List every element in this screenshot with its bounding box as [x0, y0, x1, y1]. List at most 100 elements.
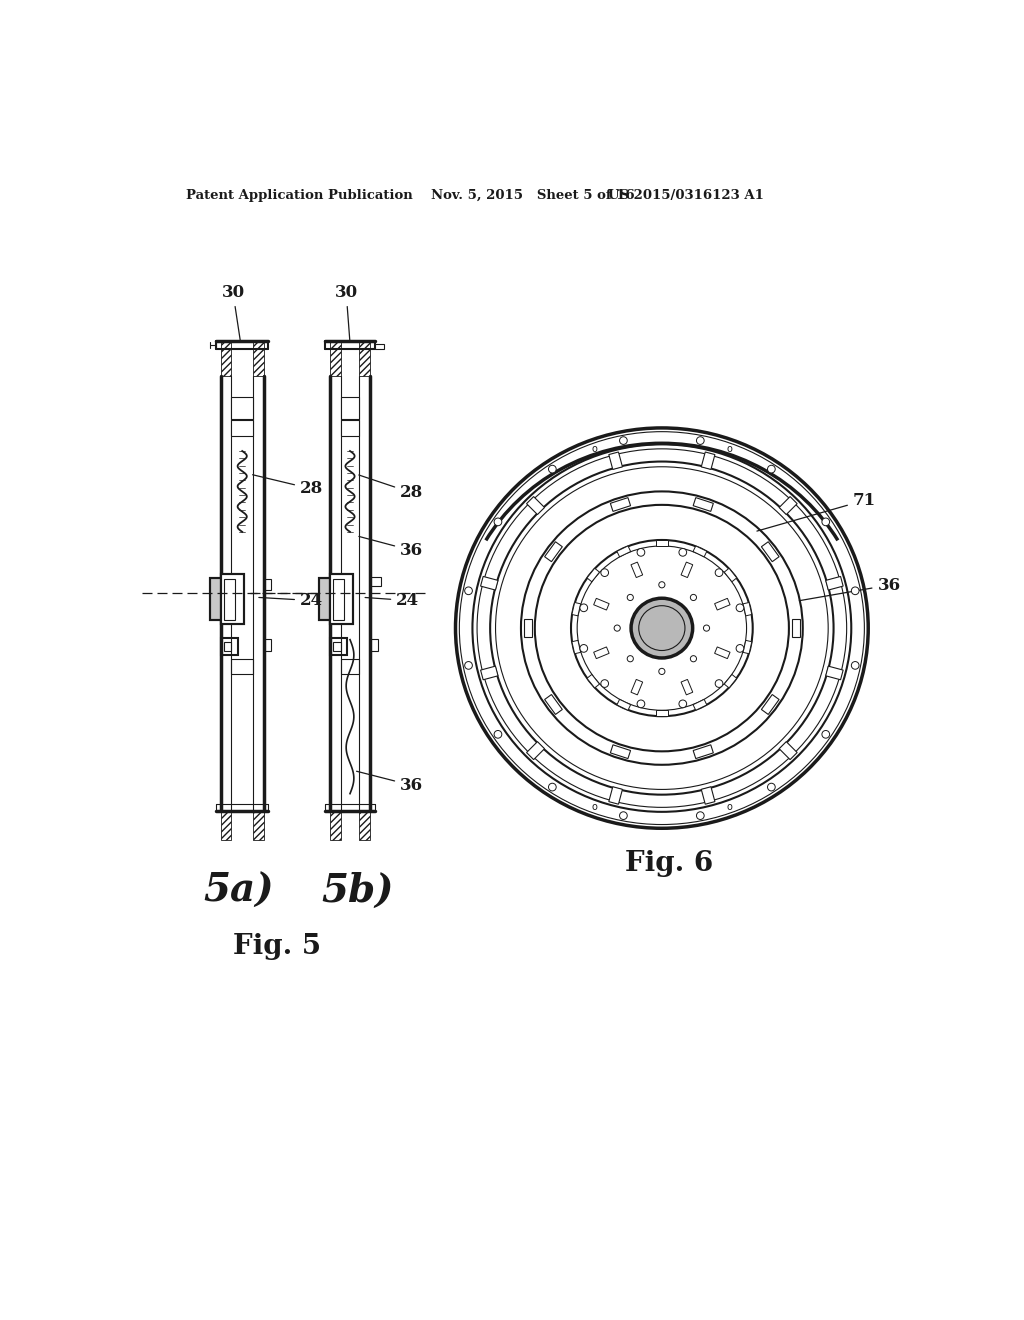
Text: 36: 36 — [800, 577, 900, 601]
Text: 71: 71 — [757, 492, 876, 531]
Ellipse shape — [690, 656, 696, 661]
Bar — [523, 619, 532, 638]
Bar — [330, 810, 341, 840]
Ellipse shape — [715, 569, 723, 577]
Text: o: o — [726, 444, 732, 454]
Ellipse shape — [690, 594, 696, 601]
Ellipse shape — [495, 517, 502, 525]
Bar — [587, 569, 599, 582]
Text: 24: 24 — [366, 591, 420, 609]
Bar — [330, 638, 347, 655]
Bar — [724, 569, 736, 582]
Text: o: o — [592, 803, 598, 812]
Bar — [330, 574, 353, 624]
Bar — [631, 680, 643, 694]
Ellipse shape — [465, 661, 472, 669]
Text: US 2015/0316123 A1: US 2015/0316123 A1 — [608, 189, 764, 202]
Bar — [610, 498, 631, 511]
Bar — [253, 810, 264, 840]
Ellipse shape — [620, 437, 628, 445]
Bar — [762, 541, 779, 562]
Bar — [220, 574, 244, 624]
Bar — [375, 345, 384, 348]
Bar — [779, 742, 797, 759]
Bar — [370, 639, 378, 651]
Bar — [594, 598, 609, 610]
Bar — [264, 579, 271, 590]
Bar — [341, 659, 359, 675]
Bar — [223, 642, 231, 651]
Ellipse shape — [851, 661, 859, 669]
Bar — [616, 700, 631, 710]
Bar — [701, 787, 715, 804]
Ellipse shape — [601, 569, 608, 577]
Bar — [693, 700, 707, 710]
Bar — [341, 397, 359, 418]
Bar — [825, 577, 843, 590]
Bar — [616, 546, 631, 557]
Bar — [545, 694, 562, 714]
Ellipse shape — [696, 437, 705, 445]
Text: o: o — [592, 444, 598, 454]
Text: 28: 28 — [358, 475, 423, 502]
Text: Fig. 6: Fig. 6 — [626, 850, 714, 878]
Bar — [231, 659, 253, 675]
Ellipse shape — [768, 783, 775, 791]
Ellipse shape — [495, 730, 502, 738]
Bar — [341, 420, 359, 436]
Bar — [693, 498, 714, 511]
Ellipse shape — [465, 587, 472, 594]
Text: Nov. 5, 2015   Sheet 5 of 16: Nov. 5, 2015 Sheet 5 of 16 — [431, 189, 635, 202]
Ellipse shape — [822, 730, 829, 738]
Ellipse shape — [580, 605, 588, 611]
Ellipse shape — [658, 582, 665, 587]
Text: o: o — [726, 803, 732, 812]
Bar — [220, 341, 231, 376]
Bar — [333, 642, 341, 651]
Bar — [333, 579, 344, 619]
Ellipse shape — [696, 812, 705, 820]
Ellipse shape — [768, 465, 775, 473]
Ellipse shape — [628, 594, 634, 601]
Ellipse shape — [614, 626, 621, 631]
Ellipse shape — [631, 598, 692, 657]
Bar — [743, 602, 752, 616]
Text: 5b): 5b) — [322, 871, 394, 909]
Bar — [594, 647, 609, 659]
Bar — [701, 451, 715, 470]
Bar — [253, 341, 264, 376]
Ellipse shape — [601, 680, 608, 688]
Bar — [220, 574, 244, 624]
Bar — [572, 602, 581, 616]
Text: Fig. 5: Fig. 5 — [232, 933, 321, 960]
Bar — [655, 710, 668, 717]
Text: 5a): 5a) — [203, 871, 273, 909]
Ellipse shape — [679, 549, 687, 556]
Bar — [609, 451, 623, 470]
Bar — [480, 577, 498, 590]
Bar — [480, 667, 498, 680]
Ellipse shape — [715, 680, 723, 688]
Bar — [610, 744, 631, 759]
Text: 28: 28 — [253, 475, 324, 498]
Text: 24: 24 — [259, 591, 324, 609]
Ellipse shape — [679, 700, 687, 708]
Bar — [743, 640, 752, 653]
Ellipse shape — [628, 656, 634, 661]
Bar — [715, 647, 730, 659]
Text: 36: 36 — [356, 771, 423, 793]
Bar — [210, 578, 220, 620]
Bar — [631, 562, 643, 578]
Bar — [220, 810, 231, 840]
Bar — [825, 667, 843, 680]
Bar — [715, 598, 730, 610]
Bar — [330, 341, 341, 376]
Text: 36: 36 — [358, 536, 423, 558]
Bar — [231, 397, 253, 418]
Bar — [359, 341, 370, 376]
Bar — [545, 541, 562, 562]
Ellipse shape — [822, 517, 829, 525]
Bar — [724, 675, 736, 688]
Ellipse shape — [736, 605, 743, 611]
Bar — [681, 562, 693, 578]
